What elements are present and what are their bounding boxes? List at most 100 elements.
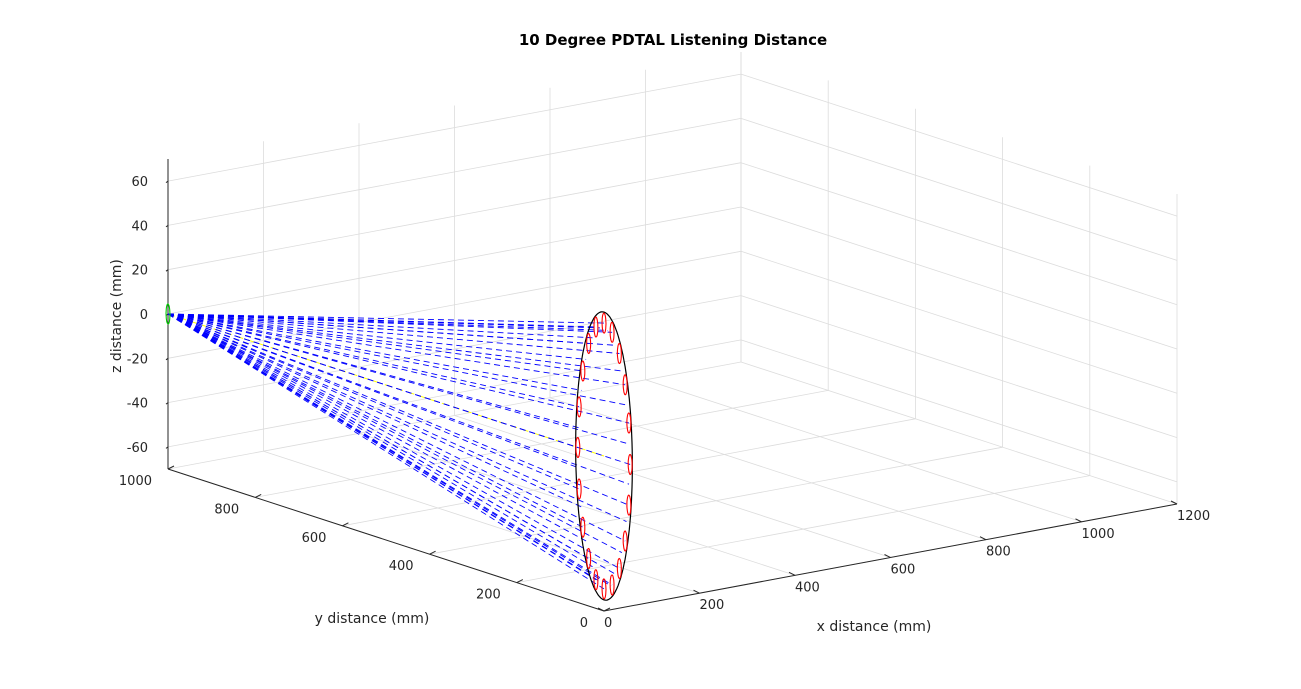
z-tick-label: 40 (131, 219, 148, 234)
z-tick-label: -60 (127, 441, 148, 456)
z-tick-mark (165, 224, 169, 228)
z-axis-label: z distance (mm) (109, 259, 125, 373)
z-tick-label: 20 (131, 264, 148, 279)
y-tick-mark (603, 607, 611, 612)
x-tick-label: 600 (891, 563, 916, 578)
x-tick-mark (1170, 500, 1178, 505)
ray-line (167, 313, 630, 506)
y-tick-label: 0 (580, 616, 588, 631)
z-tick-label: 60 (131, 175, 148, 190)
chart-title: 10 Degree PDTAL Listening Distance (519, 31, 827, 49)
ray-line (167, 313, 613, 586)
transducer-element (601, 312, 607, 334)
y-tick-label: 600 (302, 531, 327, 546)
grid-line-wall-y-horz (167, 339, 742, 448)
transducer-element (609, 321, 615, 343)
ray-line (167, 313, 583, 372)
ray-line (167, 313, 584, 528)
transducer-element (576, 396, 582, 418)
transducer-element (575, 436, 581, 458)
x-tick-mark (788, 571, 796, 576)
ray-line (167, 313, 630, 424)
grid-line-wall-y-horz (167, 118, 742, 226)
ray-line (167, 313, 605, 590)
transducer-element (616, 343, 622, 365)
grid-line-floor-x (454, 415, 891, 558)
y-axis-line (167, 468, 605, 612)
grid-line-wall-x-horz (740, 73, 1178, 217)
ray-line (167, 313, 582, 391)
transducer-element (586, 332, 592, 355)
grid-line-wall-y-horz (167, 162, 742, 271)
grid-line-wall-y-horz (167, 250, 742, 359)
z-tick-mark (165, 269, 169, 272)
transducer-element (627, 454, 633, 476)
x-tick-mark (979, 536, 987, 541)
ray-line (167, 313, 580, 408)
ray-line (167, 313, 587, 360)
tick-labels: 02004006008001000120002004006008001000-6… (119, 175, 1210, 631)
focus-element (165, 303, 171, 325)
grid-line-floor-x (549, 397, 987, 541)
transducer-element (576, 478, 582, 500)
transducer-element (593, 569, 599, 591)
grid-line-floor-x (645, 379, 1082, 523)
y-tick-mark (342, 522, 349, 527)
x-tick-label: 800 (986, 545, 1011, 560)
y-tick-mark (516, 579, 524, 584)
x-tick-mark (884, 554, 891, 558)
ray-line (167, 313, 601, 329)
transducer-element (622, 530, 628, 552)
ray-line (167, 313, 623, 553)
y-axis-label: y distance (mm) (315, 611, 430, 627)
ray-line (167, 313, 620, 569)
x-tick-label: 1000 (1082, 527, 1115, 542)
y-tick-mark (167, 465, 175, 470)
ray-line (167, 313, 578, 448)
ray-line (167, 313, 593, 568)
grid-line-floor-x (740, 361, 1178, 505)
transducer-element (626, 494, 632, 516)
ray-line (167, 313, 622, 372)
x-tick-label: 200 (700, 598, 725, 613)
transducer-element (622, 374, 628, 396)
y-tick-label: 800 (214, 502, 239, 517)
transducer-element (609, 574, 615, 596)
z-tick-mark (165, 402, 169, 405)
x-tick-label: 0 (604, 616, 612, 631)
z-tick-mark (165, 357, 169, 361)
ray-line (167, 313, 630, 485)
grid-line-wall-x-horz (740, 206, 1178, 350)
ray-line (167, 313, 605, 324)
ray-line (167, 313, 626, 542)
grid-line-wall-x-horz (740, 295, 1178, 438)
transducer-element (601, 578, 607, 600)
ray-line (167, 313, 627, 406)
x-tick-mark (1075, 518, 1082, 523)
ray-line (167, 313, 616, 575)
grid-line-floor-x (358, 432, 796, 576)
x-tick-mark (693, 589, 700, 594)
grid-line-wall-y-horz (167, 206, 742, 315)
ray-line (167, 313, 601, 582)
ray-line (167, 313, 580, 429)
grid-lines (167, 52, 1178, 612)
acoustic-axis-line (167, 313, 605, 457)
ray-line (167, 313, 593, 339)
transducer-element (580, 360, 586, 382)
x-axis-label: x distance (mm) (817, 619, 932, 635)
ray-line (167, 313, 580, 490)
z-tick-label: -20 (127, 352, 148, 367)
y-tick-mark (429, 550, 436, 555)
ray-line (167, 313, 626, 386)
z-tick-label: 0 (140, 308, 148, 323)
z-tick-mark (165, 180, 169, 184)
grid-line-wall-x-horz (740, 339, 1178, 483)
grid-line-wall-x-horz (740, 162, 1178, 306)
z-tick-mark (165, 446, 169, 449)
y-tick-label: 1000 (119, 474, 152, 489)
grid-line-wall-y-horz (167, 73, 742, 182)
grid-line-wall-y-horz (167, 295, 742, 403)
